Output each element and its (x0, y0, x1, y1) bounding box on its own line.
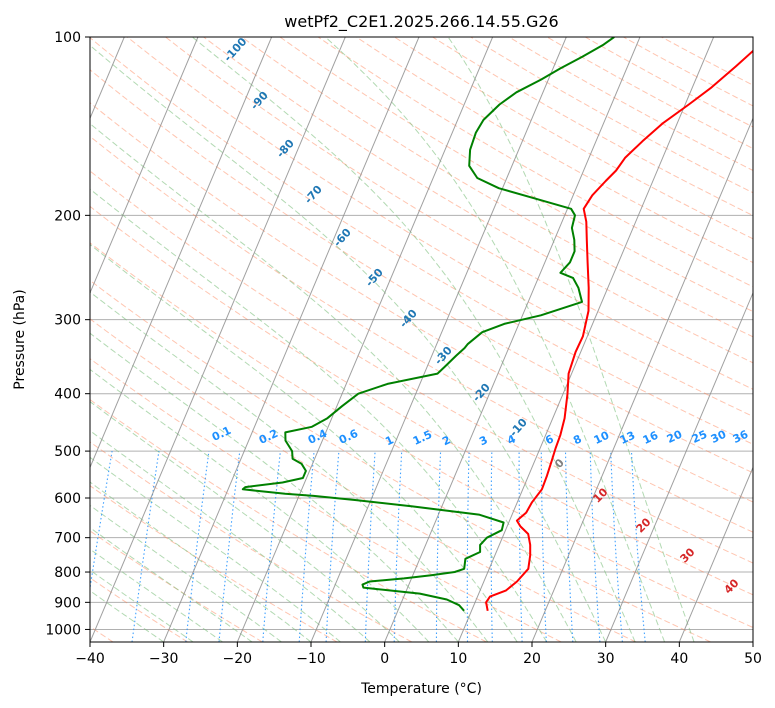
moist-adiabat (90, 123, 577, 642)
mixing-ratio-label: 36 (731, 428, 751, 446)
temperature-profile (485, 49, 753, 611)
moist-adiabat (90, 548, 223, 642)
moist-adiabat (90, 456, 341, 642)
profiles (241, 37, 753, 612)
isotherm (163, 37, 420, 642)
isotherm (384, 37, 641, 642)
y-tick-label: 900 (54, 595, 81, 611)
y-tick-label: 200 (54, 208, 81, 224)
dry-adiabat (90, 102, 753, 503)
y-tick-label: 100 (54, 30, 81, 46)
isotherm (90, 37, 346, 642)
dry-adiabat (126, 37, 753, 418)
dry-adiabat (203, 37, 753, 364)
dry-adiabat (394, 37, 753, 240)
dry-adiabat (90, 37, 753, 445)
moist-adiabat (90, 44, 607, 642)
isotherm (531, 117, 753, 642)
y-axis-label: Pressure (hPa) (12, 289, 28, 389)
moist-adiabat (90, 243, 518, 642)
dry-adiabat (90, 318, 637, 642)
y-tick-label: 500 (54, 444, 81, 460)
mixing-ratio-line (185, 451, 210, 642)
moist-adiabat (191, 37, 636, 642)
x-tick-label: −10 (296, 651, 326, 667)
y-tick-label: 300 (54, 313, 81, 329)
mixing-ratio-label: 30 (709, 428, 729, 446)
isotherm (678, 466, 753, 642)
x-tick-label: 20 (523, 651, 541, 667)
dry-adiabat (508, 37, 753, 171)
y-axis-ticks: 100 200 300 400 500 600 700 800 900 1000 (45, 30, 90, 638)
x-tick-label: −30 (149, 651, 179, 667)
dry-adiabat (317, 37, 753, 288)
dry-adiabat (90, 441, 413, 642)
x-tick-label: 0 (380, 651, 389, 667)
dry-adiabat (90, 485, 338, 642)
y-tick-label: 700 (54, 531, 81, 547)
mixing-ratio-label: 13 (618, 429, 637, 447)
mixing-ratio-line (131, 451, 160, 642)
y-tick-label: 400 (54, 387, 81, 403)
isotherm (90, 37, 199, 295)
moist-adiabat (90, 527, 253, 642)
moist-adiabat (90, 569, 194, 642)
dry-adiabat (90, 242, 753, 629)
x-tick-label: −40 (75, 651, 105, 667)
x-axis-label: Temperature (°C) (360, 681, 482, 697)
moist-adiabat (90, 332, 459, 642)
mixing-ratio-label: 20 (665, 428, 685, 446)
chart-title: wetPf2_C2E1.2025.266.14.55.G26 (284, 12, 558, 32)
plot-area: -100-90-80-70-60-50-40-30-20-100.1 0.2 0.4… (90, 37, 753, 642)
dry-adiabat (90, 279, 711, 642)
moist-adiabat (90, 590, 164, 642)
isotherm (310, 37, 567, 642)
dry-adiabat (432, 37, 753, 217)
dry-adiabat (90, 399, 487, 642)
x-axis-ticks: −40 −30 −20 −10 0 10 20 30 40 50 (75, 642, 762, 667)
mixing-ratio-label: 10 (592, 429, 612, 447)
isotherm (457, 37, 715, 642)
moist-adiabat (90, 291, 489, 642)
dry-adiabat (546, 37, 753, 150)
x-tick-label: 30 (597, 651, 615, 667)
isotherm (236, 37, 494, 642)
dry-adiabat (90, 135, 753, 533)
moist-adiabat (90, 481, 312, 642)
x-tick-label: −20 (223, 651, 253, 667)
dry-adiabat (90, 69, 753, 474)
y-tick-label: 1000 (45, 622, 81, 638)
dry-adiabat (165, 37, 753, 390)
x-tick-label: 40 (670, 651, 688, 667)
dry-adiabat (241, 37, 753, 338)
mixing-ratio-label: 16 (641, 429, 661, 447)
isotherm (90, 37, 273, 469)
dry-adiabat (279, 37, 753, 313)
dry-adiabat (90, 170, 753, 564)
y-tick-label: 600 (54, 491, 81, 507)
moist-adiabat (90, 188, 548, 642)
isotherm (605, 291, 753, 642)
moist-adiabat (90, 401, 400, 642)
mixing-ratio-lines (90, 451, 646, 642)
dry-adiabats (90, 37, 753, 642)
moist-adiabat (447, 37, 695, 642)
x-tick-label: 10 (449, 651, 467, 667)
mixing-ratio-line (90, 451, 113, 592)
mixing-ratio-line (218, 451, 241, 642)
isotherms (90, 37, 753, 642)
moist-adiabat (325, 37, 666, 642)
mixing-ratio-label: 25 (690, 428, 709, 446)
dewpoint-profile (241, 37, 615, 612)
plot-frame (89, 36, 754, 643)
y-tick-label: 800 (54, 565, 81, 581)
moist-adiabat (90, 430, 371, 642)
x-tick-label: 50 (744, 651, 762, 667)
